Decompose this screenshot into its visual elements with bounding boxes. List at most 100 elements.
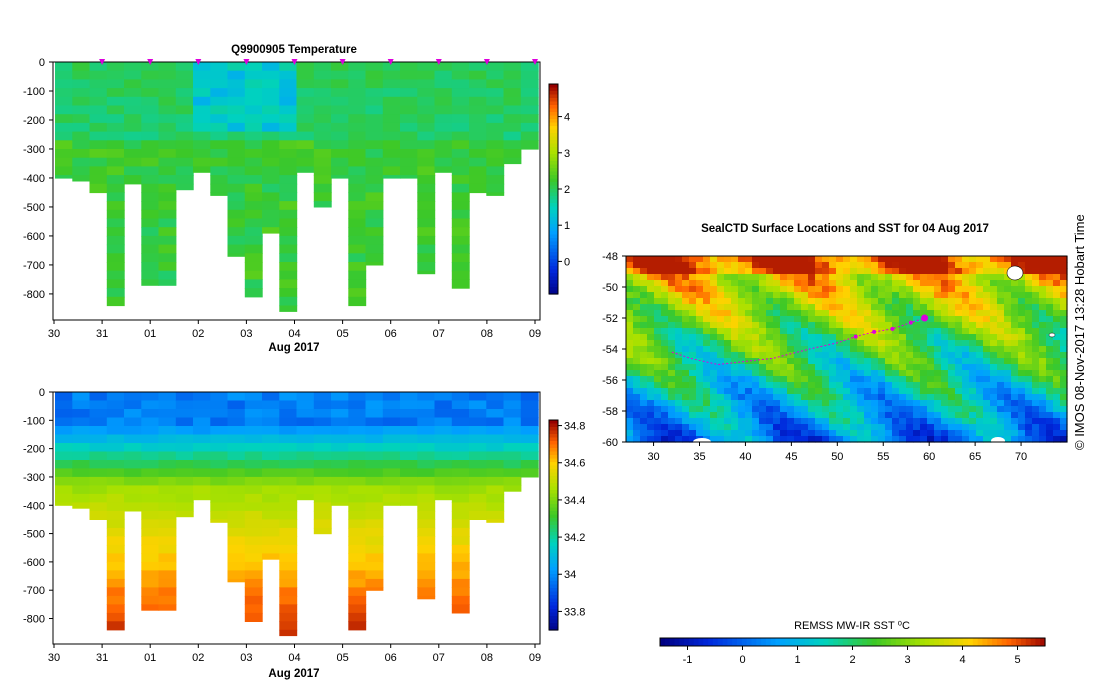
sst-cell: [1039, 310, 1047, 317]
sst-cell: [717, 274, 725, 281]
sst-cell: [976, 382, 984, 389]
sst-cell: [871, 430, 879, 437]
sst-cell: [752, 286, 760, 293]
sst-cell: [815, 382, 823, 389]
sst-colorbar-swatch: [992, 638, 998, 646]
sst-cell: [1011, 406, 1019, 413]
sst-cell: [703, 322, 711, 329]
sst-cell: [1004, 328, 1012, 335]
sst-cell: [794, 274, 802, 281]
sst-cell: [626, 376, 634, 383]
temp-colorbar-swatch: [549, 210, 558, 215]
temp-y-tick-label: -500: [23, 202, 45, 214]
sst-cell: [962, 340, 970, 347]
sst-cell: [794, 340, 802, 347]
sst-cell: [1046, 340, 1054, 347]
sst-cell: [941, 436, 949, 443]
temp-cell: [193, 114, 211, 124]
temp-cell: [106, 183, 125, 194]
sst-cell: [948, 418, 956, 425]
sal-cell: [158, 570, 177, 580]
sst-cell: [1060, 430, 1068, 437]
sst-cell: [885, 298, 893, 305]
sst-colorbar-swatch: [919, 638, 926, 646]
sst-cell: [1039, 376, 1047, 383]
sst-cell: [885, 370, 893, 377]
temp-cell: [469, 122, 487, 133]
sst-cell: [654, 412, 662, 419]
sst-cell: [717, 430, 725, 437]
temp-cell: [400, 105, 418, 115]
sst-cell: [990, 370, 998, 377]
sst-cell: [1018, 400, 1026, 407]
sst-cell: [941, 286, 949, 293]
sst-cell: [731, 436, 739, 443]
sst-colorbar-swatch: [1006, 638, 1012, 646]
temp-cell: [262, 62, 280, 72]
sst-cell: [808, 412, 816, 419]
sst-cell: [864, 400, 872, 407]
temp-cell: [175, 114, 194, 124]
sst-cell: [892, 340, 900, 347]
temp-colorbar-swatch: [549, 217, 558, 222]
temp-cell: [106, 262, 125, 272]
sst-cell: [703, 340, 711, 347]
sst-cell: [780, 376, 788, 383]
temp-cell: [124, 157, 142, 167]
sst-cell: [864, 268, 872, 275]
temp-cell: [227, 253, 246, 257]
sst-cell: [815, 418, 823, 425]
temp-cell: [210, 157, 229, 167]
sst-cell: [1011, 388, 1019, 395]
sst-cell: [836, 304, 844, 311]
temp-cell: [400, 131, 418, 141]
sal-cell: [141, 510, 160, 520]
sst-cell: [808, 292, 816, 299]
sst-cell: [815, 310, 823, 317]
sst-cell: [843, 352, 851, 359]
sst-cell: [822, 376, 830, 383]
sal-cell: [210, 460, 229, 470]
sst-cell: [857, 292, 865, 299]
sal-colorbar-swatch: [549, 560, 558, 565]
sal-cell: [89, 417, 108, 427]
temp-cell: [244, 62, 263, 72]
sst-cell: [899, 268, 907, 275]
sst-cell: [948, 400, 956, 407]
sal-cell: [55, 460, 73, 470]
sst-cell: [864, 358, 872, 365]
sal-cell: [365, 468, 384, 478]
sal-colorbar-swatch: [549, 556, 558, 561]
sst-cell: [647, 256, 655, 263]
sal-cell: [296, 443, 315, 453]
temp-cell: [451, 235, 470, 246]
sst-cell: [689, 298, 697, 305]
sal-cell: [520, 400, 539, 410]
sst-cell: [892, 388, 900, 395]
temp-cell: [227, 131, 246, 141]
sst-cell: [1046, 382, 1054, 389]
sal-cell: [313, 510, 332, 520]
sal-cell: [262, 536, 280, 546]
sst-cell: [843, 388, 851, 395]
sal-cell: [296, 392, 315, 402]
sst-cell: [780, 424, 788, 431]
sst-cell: [801, 286, 809, 293]
sst-cell: [899, 430, 907, 437]
temp-cell: [331, 105, 349, 115]
temp-cell: [124, 131, 142, 141]
temp-x-tick-label: 09: [529, 328, 541, 340]
sst-cell: [633, 394, 641, 401]
sst-cell: [857, 340, 865, 347]
sst-cell: [1060, 406, 1068, 413]
sst-cell: [1053, 382, 1061, 389]
temp-colorbar-swatch: [549, 136, 558, 141]
temp-cell: [417, 235, 436, 246]
sal-cell: [434, 460, 453, 470]
temp-x-tick-label: 31: [96, 328, 108, 340]
temp-cell: [141, 140, 160, 150]
temp-cell: [141, 192, 160, 202]
temp-cell: [296, 96, 315, 107]
temp-cell: [72, 140, 91, 150]
sst-cell: [843, 304, 851, 311]
